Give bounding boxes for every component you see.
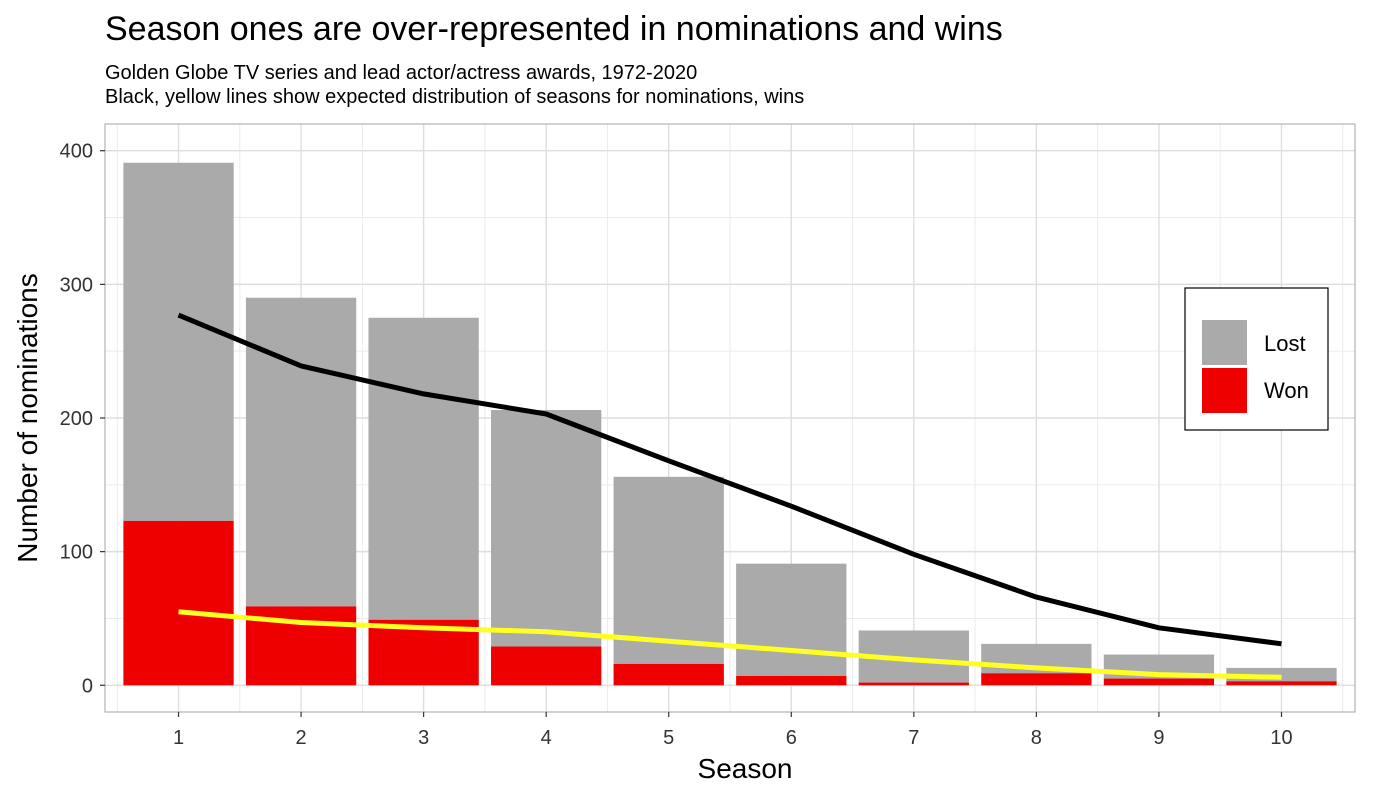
y-axis-title: Number of nominations [12,273,43,562]
x-axis-ticks: 1 2 3 4 5 6 7 8 9 10 [173,712,1293,749]
x-tick-label: 5 [663,727,674,749]
bar-lost-season-3 [368,318,478,620]
bar-won-season-7 [859,683,969,686]
y-tick-label: 300 [60,274,93,296]
y-tick-label: 400 [60,141,93,163]
y-tick-label: 200 [60,408,93,430]
y-tick-label: 0 [82,675,93,697]
legend-label-won: Won [1264,378,1309,403]
x-tick-label: 2 [296,727,307,749]
x-axis-title: Season [698,753,793,784]
x-tick-label: 4 [541,727,552,749]
bar-won-season-1 [123,521,233,685]
y-axis-ticks: 0 100 200 300 400 [60,141,105,698]
legend-swatch-won [1202,368,1247,413]
x-tick-label: 1 [173,727,184,749]
bar-lost-season-4 [491,410,601,647]
bar-won-season-10 [1226,681,1336,685]
bar-lost-season-1 [123,163,233,521]
x-tick-label: 8 [1031,727,1042,749]
legend: Lost Won [1185,288,1328,430]
legend-swatch-lost [1202,320,1247,365]
bar-won-season-8 [981,673,1091,685]
bar-won-season-6 [736,676,846,685]
bar-lost-season-6 [736,564,846,676]
x-tick-label: 3 [418,727,429,749]
x-tick-label: 9 [1153,727,1164,749]
x-tick-label: 7 [908,727,919,749]
bar-won-season-4 [491,647,601,686]
bar-won-season-9 [1104,679,1214,686]
x-tick-label: 6 [786,727,797,749]
bar-won-season-5 [614,664,724,685]
y-tick-label: 100 [60,542,93,564]
x-tick-label: 10 [1270,727,1292,749]
bar-lost-season-2 [246,298,356,607]
legend-label-lost: Lost [1264,331,1306,356]
